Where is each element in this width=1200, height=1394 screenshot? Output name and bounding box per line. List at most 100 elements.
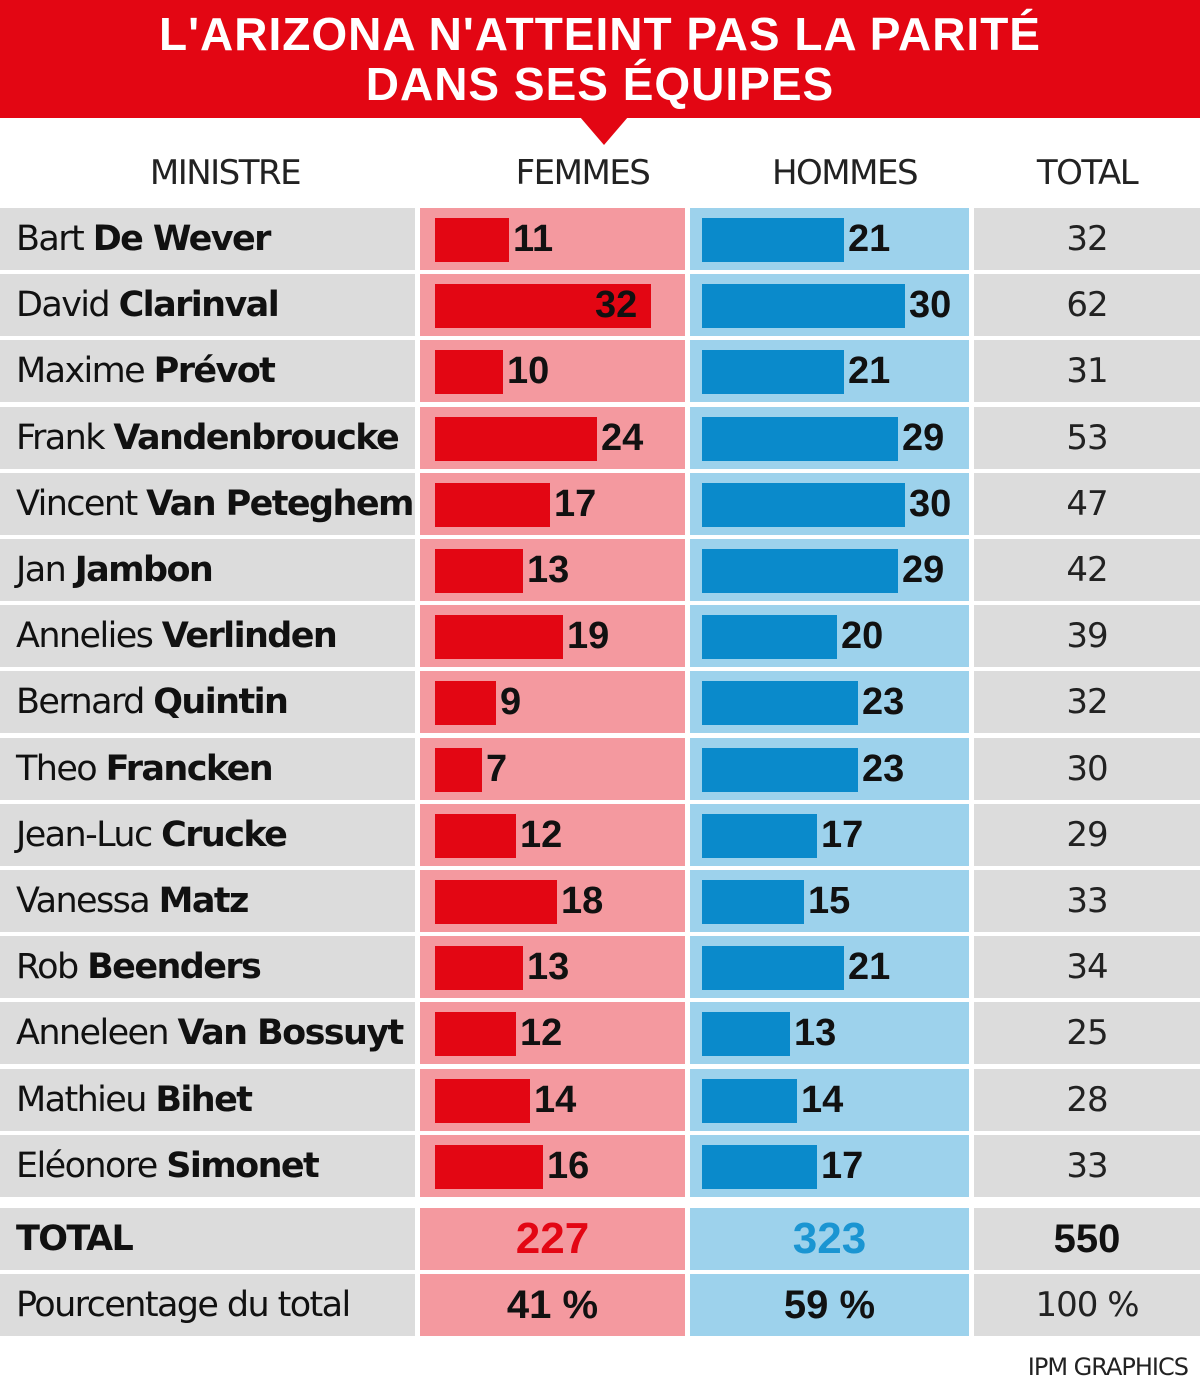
women-bar — [435, 946, 523, 990]
header-total: TOTAL — [1036, 153, 1139, 193]
minister-last-name: Van Peteghem — [146, 484, 414, 524]
minister-name: Maxime Prévot — [16, 340, 276, 402]
men-value-label: 17 — [821, 814, 864, 856]
women-bar — [435, 681, 496, 725]
row-total: 39 — [1066, 616, 1108, 656]
women-cell: 12 — [420, 1002, 685, 1064]
row-total: 62 — [1066, 285, 1108, 325]
minister-name: Mathieu Bihet — [16, 1069, 253, 1131]
table-row: Bernard Quintin 9 23 32 — [0, 671, 1200, 733]
total-cell: 34 — [974, 936, 1200, 998]
total-cell: 29 — [974, 804, 1200, 866]
header-women: FEMMES — [515, 153, 651, 193]
minister-last-name: Bihet — [155, 1080, 253, 1120]
women-value-label: 11 — [513, 218, 554, 260]
men-bar — [702, 814, 817, 858]
men-cell: 21 — [690, 208, 969, 270]
women-value-label: 12 — [520, 814, 563, 856]
title-pointer — [580, 117, 628, 145]
minister-last-name: Vandenbroucke — [113, 418, 399, 458]
men-cell: 13 — [690, 1002, 969, 1064]
total-women-cell: 227 — [420, 1208, 685, 1270]
minister-last-name: Jambon — [74, 550, 214, 590]
women-value-label: 7 — [486, 748, 508, 790]
women-cell: 14 — [420, 1069, 685, 1131]
men-value-label: 17 — [821, 1145, 864, 1187]
men-cell: 20 — [690, 605, 969, 667]
minister-name-cell: Theo Francken — [0, 738, 415, 800]
women-value-label: 13 — [527, 946, 570, 988]
women-bar — [435, 880, 557, 924]
minister-first-name: David — [16, 285, 111, 325]
men-value-label: 29 — [902, 417, 945, 459]
pct-label-cell: Pourcentage du total — [0, 1274, 415, 1336]
credit: IPM GRAPHICS — [1027, 1353, 1189, 1381]
women-bar — [435, 1145, 543, 1189]
minister-first-name: Bernard — [16, 682, 145, 722]
minister-first-name: Rob — [16, 947, 79, 987]
total-men-cell: 323 — [690, 1208, 969, 1270]
men-bar — [702, 1145, 817, 1189]
row-total: 33 — [1066, 881, 1108, 921]
men-cell: 21 — [690, 340, 969, 402]
women-value-label: 17 — [554, 483, 597, 525]
minister-name: Bernard Quintin — [16, 671, 289, 733]
men-bar — [702, 1079, 797, 1123]
minister-name-cell: Jean-Luc Crucke — [0, 804, 415, 866]
women-cell: 7 — [420, 738, 685, 800]
title-line-2: DANS SES ÉQUIPES — [365, 58, 835, 110]
table-row: Anneleen Van Bossuyt 12 13 25 — [0, 1002, 1200, 1064]
minister-name-cell: Maxime Prévot — [0, 340, 415, 402]
minister-last-name: Matz — [158, 881, 250, 921]
men-value-label: 21 — [848, 350, 891, 392]
minister-name-cell: Mathieu Bihet — [0, 1069, 415, 1131]
women-cell: 13 — [420, 936, 685, 998]
minister-name: Theo Francken — [16, 738, 274, 800]
minister-name: Anneleen Van Bossuyt — [16, 1002, 405, 1064]
minister-first-name: Maxime — [16, 351, 146, 391]
men-bar — [702, 549, 898, 593]
minister-name: Rob Beenders — [16, 936, 262, 998]
minister-name: Annelies Verlinden — [16, 605, 338, 667]
minister-last-name: Van Bossuyt — [177, 1013, 405, 1053]
minister-first-name: Anneleen — [16, 1013, 170, 1053]
title-line-1: L'ARIZONA N'ATTEINT PAS LA PARITÉ — [159, 8, 1041, 60]
women-bar — [435, 549, 523, 593]
women-cell: 19 — [420, 605, 685, 667]
total-cell: 31 — [974, 340, 1200, 402]
men-bar — [702, 748, 858, 792]
men-value-label: 23 — [862, 748, 905, 790]
minister-last-name: De Wever — [92, 219, 272, 259]
total-all: 550 — [1053, 1217, 1121, 1261]
women-value-label: 24 — [601, 417, 644, 459]
minister-name-cell: Frank Vandenbroucke — [0, 407, 415, 469]
minister-first-name: Frank — [16, 418, 105, 458]
pct-all: 100 % — [1035, 1285, 1139, 1325]
women-value-label: 18 — [561, 880, 604, 922]
total-cell: 42 — [974, 539, 1200, 601]
table-row: Mathieu Bihet 14 14 28 — [0, 1069, 1200, 1131]
women-value-label: 14 — [534, 1079, 577, 1121]
women-cell: 10 — [420, 340, 685, 402]
table-row: David Clarinval 32 30 62 — [0, 274, 1200, 336]
women-bar — [435, 1079, 530, 1123]
men-value-label: 23 — [862, 681, 905, 723]
women-cell: 24 — [420, 407, 685, 469]
men-cell: 17 — [690, 1135, 969, 1197]
minister-first-name: Eléonore — [16, 1146, 158, 1186]
men-cell: 23 — [690, 738, 969, 800]
men-value-label: 21 — [848, 946, 891, 988]
minister-name: David Clarinval — [16, 274, 280, 336]
total-cell: 53 — [974, 407, 1200, 469]
minister-first-name: Bart — [16, 219, 85, 259]
minister-name: Frank Vandenbroucke — [16, 407, 400, 469]
minister-first-name: Mathieu — [16, 1080, 147, 1120]
minister-name: Vanessa Matz — [16, 870, 250, 932]
minister-name-cell: Jan Jambon — [0, 539, 415, 601]
men-cell: 23 — [690, 671, 969, 733]
men-bar — [702, 1012, 790, 1056]
table-row: Eléonore Simonet 16 17 33 — [0, 1135, 1200, 1197]
women-bar — [435, 1012, 516, 1056]
men-value-label: 20 — [841, 615, 884, 657]
minister-last-name: Crucke — [161, 815, 288, 855]
